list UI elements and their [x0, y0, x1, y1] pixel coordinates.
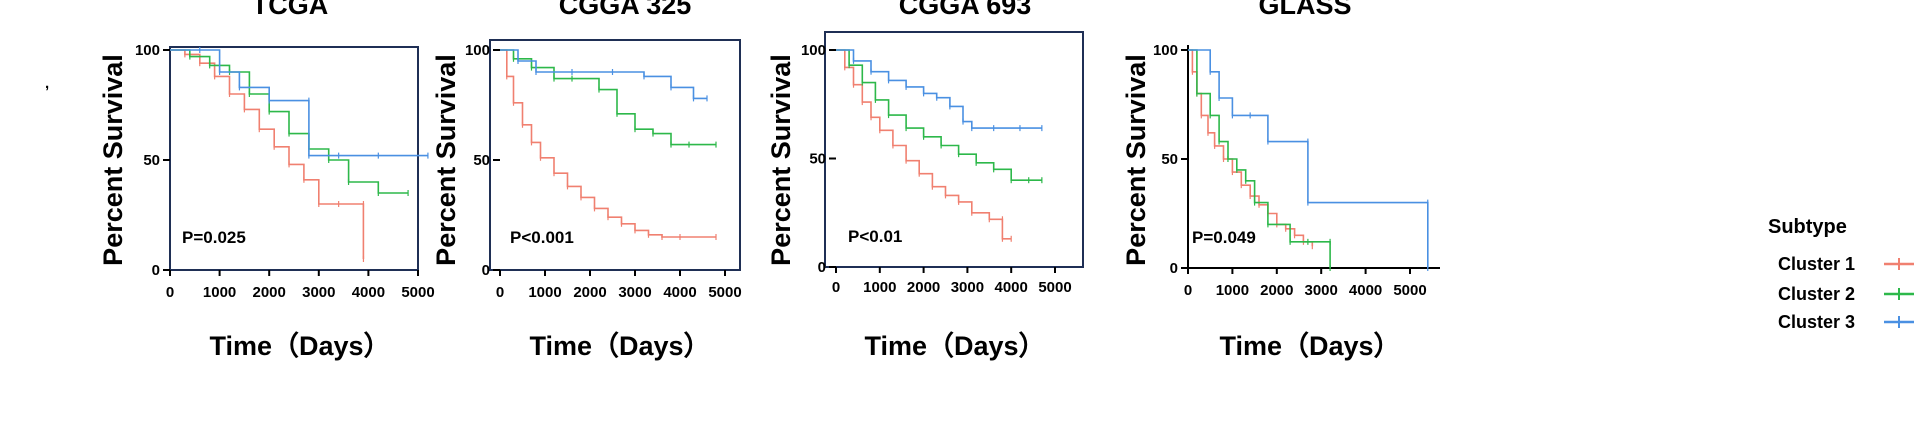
y-tick-label: 0	[818, 259, 826, 276]
x-tick-label: 2000	[573, 284, 606, 301]
series-cluster-2	[1188, 49, 1331, 271]
x-tick-label: 5000	[708, 284, 741, 301]
p-value-annotation: P=0.025	[182, 228, 246, 247]
series-cluster-3	[500, 49, 708, 102]
survival-curve	[1188, 49, 1429, 268]
survival-curve	[500, 49, 707, 100]
y-tick-label: 100	[135, 42, 160, 59]
x-tick-label: 0	[832, 279, 840, 296]
y-axis-label: Percent Survival	[98, 54, 128, 266]
series-cluster-2	[836, 49, 1043, 184]
y-tick-label: 50	[143, 152, 160, 169]
series-cluster-3	[836, 49, 1043, 132]
y-tick-label: 100	[801, 42, 826, 59]
x-tick-label: 5000	[1393, 282, 1426, 299]
x-axis-label: Time（Days）	[209, 331, 390, 361]
plot-frame	[824, 31, 1084, 268]
y-tick-label: 0	[1170, 260, 1178, 277]
x-tick-label: 2000	[253, 284, 286, 301]
plot-frame	[169, 46, 419, 271]
series-cluster-3	[170, 47, 429, 159]
stray-mark: ,	[45, 75, 49, 92]
legend-item-cluster-1: Cluster 1	[1778, 254, 1914, 274]
x-tick-label: 2000	[1260, 282, 1293, 299]
survival-curve	[170, 49, 409, 194]
survival-curve	[500, 49, 716, 146]
y-axis-label: Percent Survival	[431, 54, 461, 266]
panel-title: CGGA 325	[559, 0, 692, 20]
x-tick-label: 0	[166, 284, 174, 301]
p-value-annotation: P=0.049	[1192, 228, 1256, 247]
series-cluster-2	[500, 49, 717, 148]
series-cluster-1	[170, 49, 365, 262]
x-tick-label: 0	[496, 284, 504, 301]
series-cluster-1	[1188, 49, 1314, 250]
legend-label: Cluster 1	[1778, 254, 1855, 274]
x-tick-label: 3000	[302, 284, 335, 301]
y-tick-label: 50	[1161, 151, 1178, 168]
survival-curve	[500, 49, 716, 238]
x-tick-label: 4000	[995, 279, 1028, 296]
y-tick-label: 100	[465, 42, 490, 59]
x-tick-label: 4000	[663, 284, 696, 301]
legend-label: Cluster 2	[1778, 284, 1855, 304]
series-cluster-1	[836, 49, 1012, 242]
survival-curve	[836, 49, 1042, 181]
x-tick-label: 1000	[528, 284, 561, 301]
x-tick-label: 4000	[1349, 282, 1382, 299]
p-value-annotation: P<0.001	[510, 228, 574, 247]
x-tick-label: 1000	[1216, 282, 1249, 299]
panel-title: TCGA	[252, 0, 329, 20]
x-axis-label: Time（Days）	[864, 331, 1045, 361]
series-cluster-1	[500, 49, 717, 240]
x-tick-label: 1000	[203, 284, 236, 301]
y-axis-label: Percent Survival	[766, 54, 796, 266]
x-tick-label: 4000	[352, 284, 385, 301]
x-axis-label: Time（Days）	[1219, 331, 1400, 361]
x-tick-label: 3000	[1305, 282, 1338, 299]
survival-curve	[836, 49, 1042, 129]
x-tick-label: 5000	[401, 284, 434, 301]
panel-title: CGGA 693	[899, 0, 1032, 20]
legend-label: Cluster 3	[1778, 312, 1855, 332]
x-tick-label: 5000	[1038, 279, 1071, 296]
y-tick-label: 0	[482, 262, 490, 279]
plot-frame	[489, 39, 741, 271]
x-tick-label: 1000	[863, 279, 896, 296]
y-tick-label: 50	[809, 151, 826, 168]
x-tick-label: 0	[1184, 282, 1192, 299]
y-axis-label: Percent Survival	[1121, 54, 1151, 266]
survival-curve	[1188, 49, 1331, 268]
legend-item-cluster-3: Cluster 3	[1778, 312, 1914, 332]
x-tick-label: 3000	[618, 284, 651, 301]
survival-curve	[836, 49, 1012, 240]
x-tick-label: 3000	[951, 279, 984, 296]
y-tick-label: 50	[473, 152, 490, 169]
x-axis-label: Time（Days）	[529, 331, 710, 361]
p-value-annotation: P<0.01	[848, 227, 902, 246]
legend-title: Subtype	[1768, 216, 1847, 238]
survival-curve	[1188, 49, 1314, 247]
legend: Subtype Cluster 1 Cluster 2 Cluster 3	[1768, 216, 1914, 332]
x-tick-label: 2000	[907, 279, 940, 296]
series-cluster-3	[1188, 49, 1429, 271]
series-cluster-2	[170, 49, 409, 196]
legend-item-cluster-2: Cluster 2	[1778, 284, 1914, 304]
y-tick-label: 100	[1153, 42, 1178, 59]
y-tick-label: 0	[152, 262, 160, 279]
survival-curve	[170, 49, 428, 157]
panel-title: GLASS	[1258, 0, 1351, 20]
